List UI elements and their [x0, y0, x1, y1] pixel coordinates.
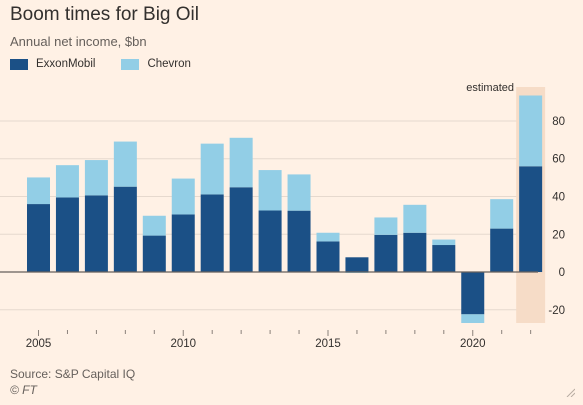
x-tick-label: 2015	[315, 338, 341, 350]
bar-chevron-2019	[432, 239, 456, 246]
bar-exxonmobil-2012	[229, 187, 253, 273]
bar-exxonmobil-2021	[490, 228, 514, 273]
y-tick-label: 0	[559, 267, 565, 279]
bar-exxonmobil-2016	[345, 257, 369, 273]
legend-item-chevron: Chevron	[121, 58, 191, 70]
bar-exxonmobil-2019	[432, 245, 456, 273]
bar-chevron-2017	[374, 217, 398, 235]
bar-chevron-2022	[519, 95, 543, 167]
bar-exxonmobil-2005	[27, 204, 50, 273]
y-tick-label: 20	[552, 229, 565, 241]
y-tick-label: 80	[552, 116, 565, 128]
y-tick-label: -20	[548, 305, 565, 317]
chart-title: Boom times for Big Oil	[10, 4, 199, 25]
bar-exxonmobil-2014	[287, 210, 311, 273]
bar-exxonmobil-2013	[258, 210, 282, 273]
legend: ExxonMobil Chevron	[10, 58, 217, 70]
bar-chevron-2010	[171, 178, 195, 215]
bar-chevron-2007	[84, 160, 108, 196]
chart-subtitle: Annual net income, $bn	[10, 34, 147, 49]
x-tick-label: 2005	[26, 338, 52, 350]
axis-labels: -20 0 20 40 60 80 2005 2010 2015 2020 estimated	[26, 82, 565, 350]
bar-exxonmobil-2009	[142, 235, 166, 273]
copyright-note: © FT	[10, 383, 37, 397]
bar-chevron-2020	[461, 314, 485, 323]
bars	[27, 95, 543, 323]
bar-chevron-2015	[316, 232, 340, 242]
source-note: Source: S&P Capital IQ	[10, 367, 136, 381]
bar-exxonmobil-2022	[519, 166, 543, 273]
legend-item-exxonmobil: ExxonMobil	[10, 58, 95, 70]
legend-label-exxonmobil: ExxonMobil	[36, 58, 96, 70]
legend-swatch-chevron	[121, 58, 140, 70]
bar-exxonmobil-2011	[200, 194, 224, 273]
bar-chevron-2005	[27, 177, 50, 205]
legend-swatch-exxonmobil	[10, 58, 28, 70]
y-tick-label: 60	[552, 154, 565, 166]
bar-chevron-2009	[142, 215, 166, 236]
bar-chevron-2008	[113, 141, 137, 187]
legend-label-chevron: Chevron	[147, 58, 191, 70]
bar-chevron-2014	[287, 174, 311, 211]
estimated-annotation: estimated	[466, 82, 514, 94]
bar-chevron-2018	[403, 204, 427, 233]
bar-exxonmobil-2008	[113, 186, 137, 273]
bar-chevron-2021	[490, 199, 514, 229]
bar-exxonmobil-2020	[461, 272, 485, 315]
bar-exxonmobil-2017	[374, 234, 398, 273]
bar-chevron-2011	[200, 143, 224, 195]
x-tick-label: 2020	[460, 338, 486, 350]
bar-chevron-2012	[229, 137, 253, 188]
bar-exxonmobil-2018	[403, 232, 427, 273]
bar-exxonmobil-2015	[316, 241, 340, 273]
x-tick-label: 2010	[170, 338, 196, 350]
bar-exxonmobil-2006	[55, 197, 79, 273]
bar-exxonmobil-2010	[171, 214, 195, 273]
bar-chevron-2006	[55, 165, 79, 198]
y-tick-label: 40	[552, 192, 565, 204]
resize-handle-icon	[566, 388, 575, 397]
bar-exxonmobil-2007	[84, 195, 108, 273]
bar-chevron-2013	[258, 170, 282, 211]
